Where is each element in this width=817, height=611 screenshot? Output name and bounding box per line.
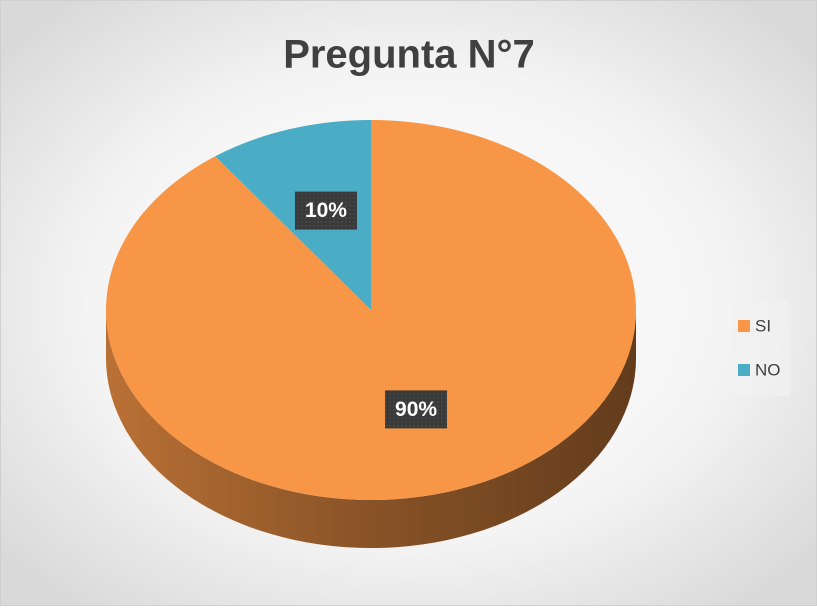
data-label-box — [385, 390, 448, 429]
legend-label: SI — [755, 316, 771, 335]
legend-box — [730, 300, 790, 396]
pie-slice — [215, 120, 371, 310]
pie-side-shade — [106, 310, 636, 548]
data-label: 10% — [305, 199, 347, 222]
chart-title: Pregunta N°7 — [283, 33, 535, 77]
legend-swatch — [738, 364, 750, 376]
data-label-box — [294, 191, 357, 230]
legend-swatch — [738, 320, 750, 332]
data-label: 90% — [395, 398, 437, 421]
legend-label: NO — [755, 360, 781, 379]
